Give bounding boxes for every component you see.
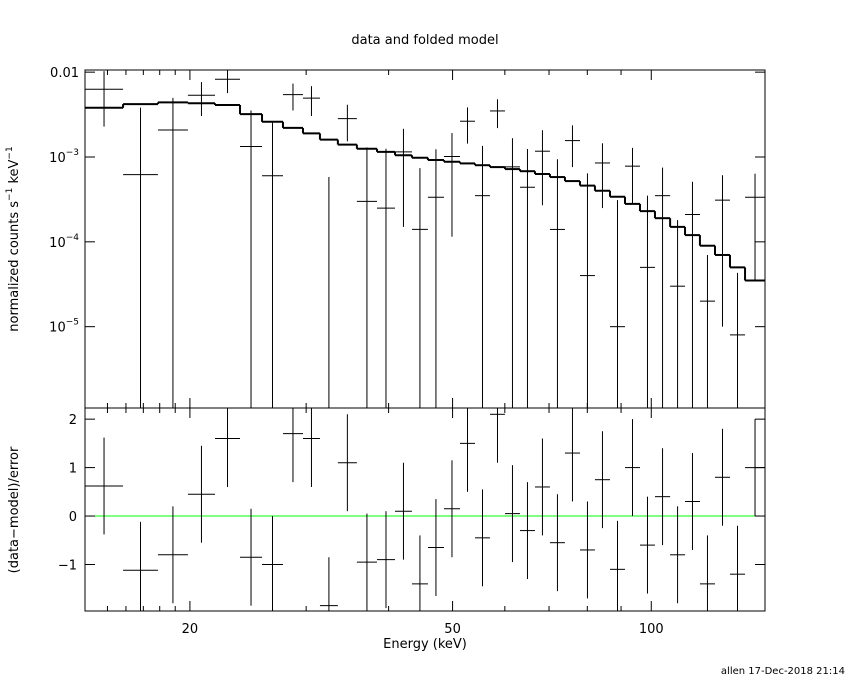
bottom-frame bbox=[84, 407, 766, 612]
y-label-sup: −1 bbox=[5, 188, 15, 201]
y-tick-label: 10−3 bbox=[49, 148, 79, 166]
x-axis-label: Energy (keV) bbox=[383, 637, 467, 652]
y-axis-label: normalized counts s−1 keV−1 bbox=[5, 146, 22, 331]
residual-y-tick-label: 1 bbox=[69, 462, 77, 477]
y-tick-exponent: −5 bbox=[66, 318, 79, 328]
y-tick-exponent: −4 bbox=[66, 233, 80, 243]
y-label-part: normalized counts s bbox=[7, 201, 22, 332]
residual-y-tick-label: −1 bbox=[58, 558, 77, 573]
residual-plot bbox=[85, 408, 765, 611]
x-tick-label: 50 bbox=[444, 622, 461, 637]
y-tick-exponent: −3 bbox=[66, 148, 79, 158]
y-tick-label: 10−4 bbox=[49, 233, 79, 251]
footer: allen 17-Dec-2018 21:14 bbox=[721, 666, 845, 677]
top-plot bbox=[85, 70, 765, 408]
y-tick-label: 10−5 bbox=[49, 318, 79, 336]
y-tick-base: 10 bbox=[49, 236, 66, 251]
y-label-sup: −1 bbox=[5, 146, 15, 159]
x-tick-label: 100 bbox=[639, 622, 664, 637]
y-tick-base: 10 bbox=[49, 321, 66, 336]
y-tick-base: 10 bbox=[49, 151, 66, 166]
chart-title: data and folded model bbox=[351, 33, 498, 48]
residual-y-tick-label: 2 bbox=[69, 413, 77, 428]
y-label-part: keV bbox=[7, 159, 22, 187]
residual-y-axis-label: (data−model)/error bbox=[7, 446, 22, 573]
y-tick-label: 0.01 bbox=[50, 66, 79, 81]
x-tick-label: 20 bbox=[182, 622, 199, 637]
residual-y-tick-label: 0 bbox=[69, 510, 77, 525]
